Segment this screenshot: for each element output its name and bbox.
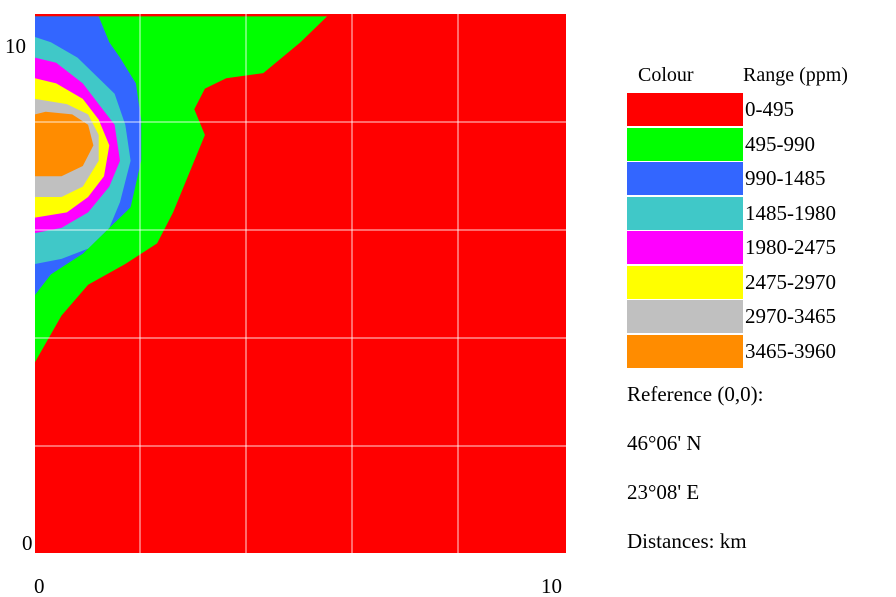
legend-swatch <box>627 334 743 368</box>
latitude-text: 46°06' N <box>627 431 702 455</box>
contour-region-3465-3960 <box>35 111 94 177</box>
legend-range-label: 2970-3465 <box>745 304 836 328</box>
legend-range-label: 0-495 <box>745 97 794 121</box>
contour-layer <box>35 16 328 363</box>
x-tick-left: 0 <box>34 574 45 597</box>
legend-range-label: 495-990 <box>745 131 815 156</box>
distances-text: Distances: km <box>627 529 747 553</box>
legend-swatch <box>627 265 743 299</box>
y-tick-top: 10 <box>5 34 26 58</box>
legend-header-range: Range (ppm) <box>743 64 848 86</box>
legend-header-colour: Colour <box>638 64 694 86</box>
legend-swatch <box>627 162 743 195</box>
legend-range-label: 1485-1980 <box>745 200 836 225</box>
x-tick-right: 10 <box>541 574 562 597</box>
grid-layer <box>35 14 566 553</box>
legend-range-label: 3465-3960 <box>745 338 836 363</box>
legend-swatch <box>627 127 743 161</box>
legend-swatch <box>627 196 743 230</box>
legend-swatch <box>627 231 743 264</box>
y-tick-bottom: 0 <box>22 531 33 555</box>
longitude-text: 23°08' E <box>627 480 700 504</box>
legend-swatch <box>627 93 743 126</box>
reference-label: Reference (0,0): <box>627 382 764 406</box>
legend-range-label: 990-1485 <box>745 166 826 190</box>
legend-swatch <box>627 300 743 333</box>
legend-range-label: 1980-2475 <box>745 235 836 259</box>
legend-range-label: 2475-2970 <box>745 269 836 294</box>
